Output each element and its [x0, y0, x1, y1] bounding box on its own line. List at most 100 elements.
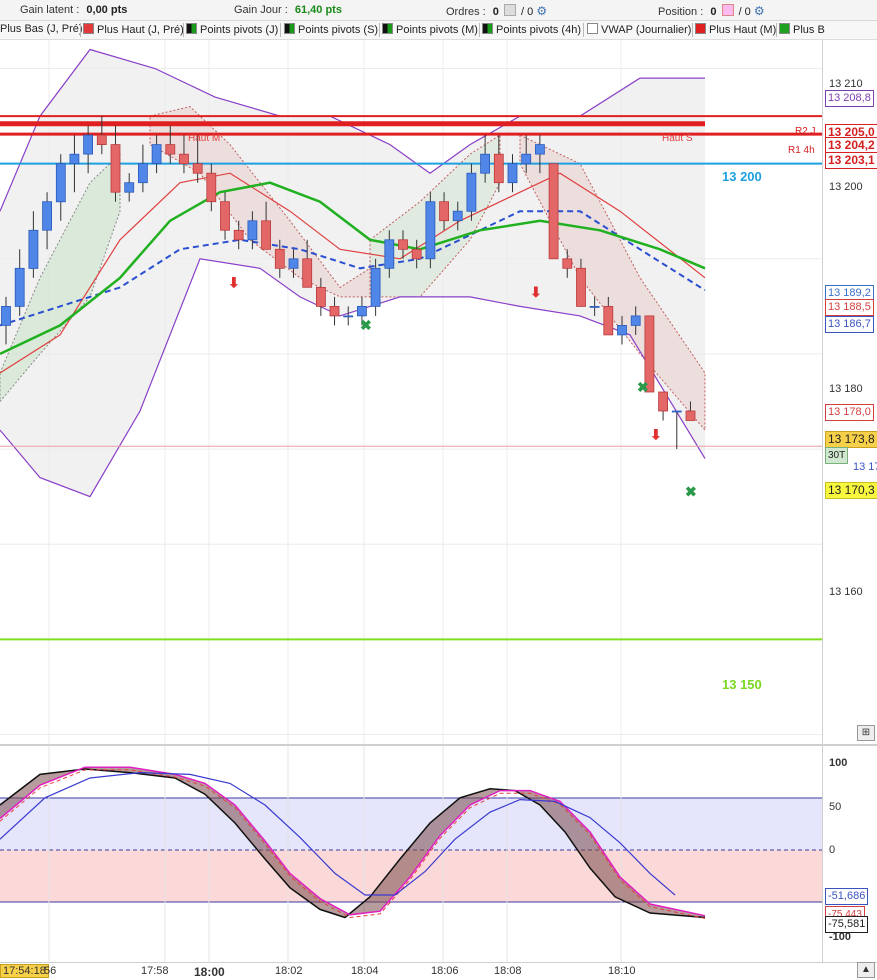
time-axis[interactable]: 17:54:18 56 17:58 18:00 18:02 18:04 18:0… — [0, 962, 877, 980]
legend-separator — [183, 23, 184, 37]
position-label: Position : — [658, 6, 704, 18]
candle-body — [493, 153, 504, 184]
price-tag-low: 13 170,3 — [825, 482, 877, 499]
legend-label: Points pivots (S) — [298, 24, 379, 36]
time-label: 18:00 — [194, 965, 225, 979]
legend-separator — [479, 23, 480, 37]
price-chart[interactable]: ⬇ ⬇ ⬇ ✖ ✖ ✖ Haut M Haut S R2 J R1 4h 13 200 1… — [0, 40, 822, 744]
level-13200-label: 13 200 — [722, 169, 762, 184]
sell-arrow-icon: ⬇ — [228, 274, 240, 290]
osc-tick: 50 — [829, 801, 842, 813]
time-label: 17:58 — [141, 965, 169, 977]
price-tag-ma-blue: 13 186,7 — [825, 316, 874, 333]
position-icon[interactable] — [721, 4, 734, 16]
candle-body — [343, 315, 354, 318]
candle-body — [603, 305, 614, 336]
ordres-label: Ordres : — [446, 6, 486, 18]
candle-body — [589, 305, 600, 308]
candle-body — [630, 315, 641, 326]
panel-divider[interactable] — [0, 744, 877, 746]
legend-item-pivots-4h[interactable]: Points pivots (4h) — [482, 23, 581, 37]
legend-label: Points pivots (J) — [200, 24, 279, 36]
gain-jour-label: Gain Jour : — [234, 4, 288, 16]
legend-separator — [280, 23, 281, 37]
osc-ribbon-black — [0, 767, 705, 918]
legend-swatch — [482, 23, 493, 34]
time-cursor-label: 17:54:18 — [0, 964, 49, 978]
legend-item-plus-bas-j[interactable]: Plus Bas (J, Pré) — [0, 23, 83, 37]
legend-label: Plus Bas (J, Pré) — [0, 23, 83, 35]
price-tag-band-mid: 13 173,6 — [853, 461, 877, 473]
ordres-value: 0 — [492, 6, 499, 18]
osc-tag-black: -75,581 — [825, 916, 869, 933]
candle-body — [548, 163, 559, 260]
price-tag-cloud: 13 178,0 — [825, 404, 874, 421]
legend-item-plus-haut-m[interactable]: Plus Haut (M) — [695, 23, 776, 37]
account-status-bar: Gain latent : 0,00 pts Gain Jour : 61,40… — [0, 0, 877, 21]
price-tick: 13 160 — [829, 586, 863, 598]
candle-body — [507, 163, 518, 184]
candle-body — [151, 144, 162, 164]
candle-body — [83, 134, 93, 155]
candle-body — [617, 324, 627, 336]
time-label: 56 — [44, 965, 57, 977]
osc-black-line — [0, 768, 706, 919]
osc-grid — [48, 746, 622, 962]
position: Position : 0 / 0 ⚙ — [658, 4, 765, 18]
price-tick: 13 210 — [829, 78, 863, 90]
candle-body — [233, 229, 244, 241]
candle-body — [96, 134, 107, 145]
ordres-total: / 0 — [521, 6, 534, 18]
candle-body — [288, 258, 299, 269]
legend-swatch — [284, 23, 295, 34]
buy-cross-icon: ✖ — [685, 484, 697, 500]
candle-body — [302, 258, 313, 288]
price-levels — [0, 115, 822, 641]
osc-upper-zone — [0, 798, 822, 850]
ordres-gear-icon[interactable]: ⚙ — [536, 4, 548, 18]
osc-tag-blue: -51,686 — [825, 888, 869, 905]
candle-body — [42, 201, 52, 231]
price-axis[interactable]: 13 210 13 200 13 180 13 160 13 208,8 13 … — [822, 40, 877, 744]
osc-tick: 100 — [829, 757, 848, 769]
ma-blue-dashed-line — [0, 210, 706, 327]
candle-body — [179, 153, 189, 165]
cloud-red-segment — [519, 134, 706, 432]
indicator-legend: Plus Bas (J, Pré) Plus Haut (J, Pré) Poi… — [0, 21, 877, 40]
signal-markers: ⬇ ⬇ ⬇ ✖ ✖ ✖ — [228, 274, 697, 499]
oscillator-axis[interactable]: 100 50 0 -100 -51,686 -75,443 -75,581 — [822, 746, 877, 962]
ordres-icon[interactable] — [503, 4, 516, 16]
candle-body — [261, 220, 272, 250]
candle-body — [685, 410, 696, 421]
price-tag-r1: 13 203,1 — [825, 152, 877, 169]
legend-separator — [776, 23, 777, 37]
expand-panel-icon[interactable]: ⊞ — [857, 725, 875, 741]
legend-item-pivots-m[interactable]: Points pivots (M) — [382, 23, 478, 37]
scroll-up-icon[interactable]: ▲ — [857, 962, 875, 978]
legend-item-plus-b[interactable]: Plus B — [779, 23, 825, 37]
time-label: 18:08 — [494, 965, 522, 977]
legend-separator — [379, 23, 380, 37]
gain-latent: Gain latent : 0,00 pts — [20, 4, 127, 16]
legend-separator — [583, 23, 584, 37]
legend-swatch — [83, 23, 94, 34]
legend-item-pivots-s[interactable]: Points pivots (S) — [284, 23, 378, 37]
candle-body — [165, 144, 176, 155]
candle-body — [28, 229, 39, 269]
r1-label: R1 4h — [788, 145, 815, 156]
position-gear-icon[interactable]: ⚙ — [753, 4, 765, 18]
ma-green-line — [0, 181, 706, 356]
price-tag-r2: 13 205,0 — [825, 124, 877, 141]
candle-body — [411, 248, 422, 260]
legend-item-vwap[interactable]: VWAP (Journalier) — [587, 23, 691, 37]
osc-blue-line — [0, 771, 676, 896]
legend-item-plus-haut-j[interactable]: Plus Haut (J, Pré) — [83, 23, 184, 37]
r2-label: R2 J — [795, 126, 816, 137]
candle-body — [69, 153, 80, 165]
candle-body — [14, 267, 25, 307]
price-tag-haut: 13 204,2 — [825, 137, 877, 154]
position-total: / 0 — [738, 6, 751, 18]
oscillator-chart[interactable] — [0, 746, 822, 962]
candle-body — [110, 144, 121, 193]
legend-item-pivots-j[interactable]: Points pivots (J) — [186, 23, 278, 37]
